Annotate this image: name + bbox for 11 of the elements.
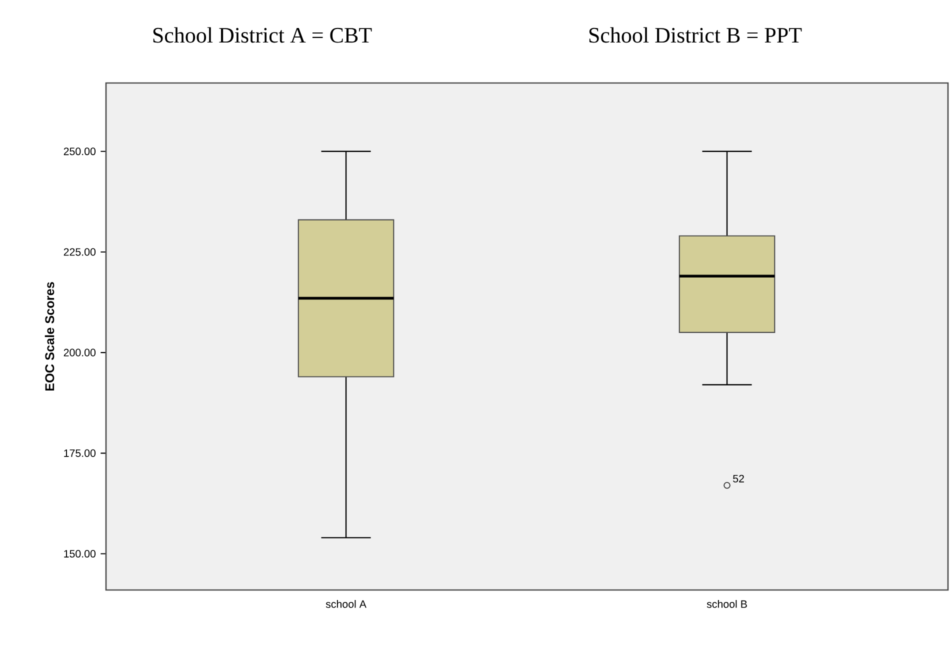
y-tick-label: 200.00 [64,348,96,356]
annotation: 52 [733,474,744,482]
y-tick-label: 225.00 [64,248,96,256]
y-tick-label: 250.00 [64,148,96,156]
x-tick-label: school B [706,600,747,608]
x-tick-label: school A [326,600,366,608]
y-tick-label: 150.00 [64,550,96,558]
y-axis-title: EOC Scale Scores [44,282,54,391]
y-tick-label: 175.00 [64,449,96,457]
text: School District B = PPT [589,27,802,43]
text: School District A = CBT [153,27,372,43]
